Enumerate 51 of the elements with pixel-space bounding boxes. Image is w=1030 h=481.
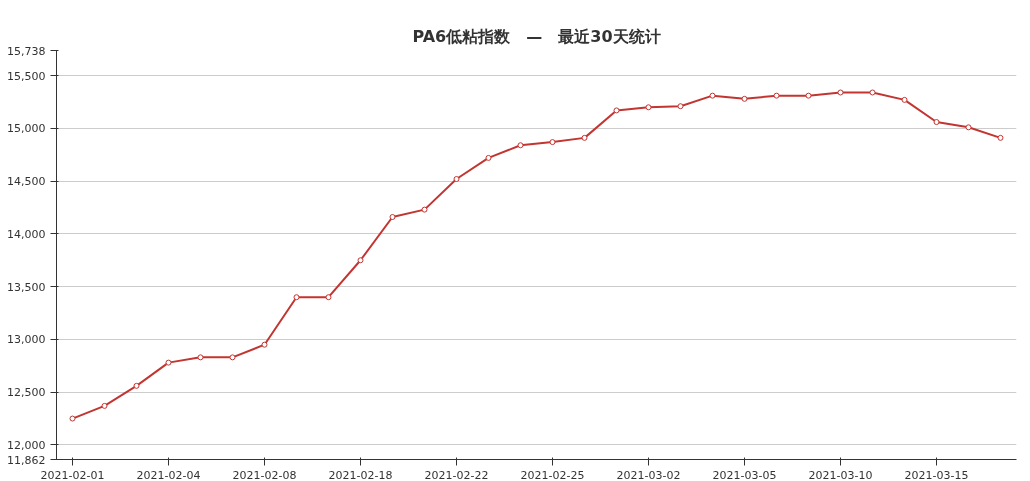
point xyxy=(901,96,908,103)
point xyxy=(965,124,972,131)
point xyxy=(69,415,76,422)
point xyxy=(229,354,236,361)
x-tick-label: 2021-03-15 xyxy=(904,468,969,481)
point xyxy=(869,89,876,96)
y-tick-label: 15,000 xyxy=(7,122,46,136)
y-tick-label: 15,738 xyxy=(7,44,46,58)
x-tick-label: 2021-03-10 xyxy=(808,468,873,481)
x-tick-label: 2021-03-02 xyxy=(616,468,681,481)
point xyxy=(837,89,844,96)
y-tick-label: 12,500 xyxy=(7,386,46,400)
x-tick-label: 2021-02-04 xyxy=(136,468,201,481)
point xyxy=(133,382,140,389)
y-tick-label: 13,000 xyxy=(7,333,46,347)
point xyxy=(933,119,940,126)
point xyxy=(357,257,364,264)
point xyxy=(645,104,652,111)
point xyxy=(421,206,428,213)
y-tick-label: 14,500 xyxy=(7,175,46,189)
x-tick-label: 2021-02-18 xyxy=(328,468,393,481)
x-tick-label: 2021-02-01 xyxy=(40,468,105,481)
point xyxy=(709,92,716,99)
point xyxy=(677,103,684,110)
point xyxy=(101,402,108,409)
point xyxy=(773,92,780,99)
y-tick-label: 13,500 xyxy=(7,280,46,294)
point xyxy=(325,294,332,301)
point xyxy=(741,95,748,102)
point xyxy=(805,92,812,99)
point xyxy=(389,214,396,221)
y-tick-label: 12,000 xyxy=(7,438,46,452)
point xyxy=(517,142,524,149)
chart-title: PA6低粘指数 — 最近30天统计 xyxy=(412,26,661,46)
point xyxy=(197,354,204,361)
y-tick-label: 14,000 xyxy=(7,227,46,241)
x-tick-label: 2021-03-05 xyxy=(712,468,777,481)
point xyxy=(293,294,300,301)
point xyxy=(997,134,1004,141)
point xyxy=(581,134,588,141)
point xyxy=(549,139,556,146)
y-tick-label: 15,500 xyxy=(7,69,46,83)
x-tick-label: 2021-02-08 xyxy=(232,468,297,481)
point xyxy=(453,176,460,183)
point xyxy=(613,107,620,114)
y-tick-label: 11,862 xyxy=(7,453,46,467)
point xyxy=(261,341,268,348)
x-tick-label: 2021-02-22 xyxy=(424,468,489,481)
point xyxy=(485,154,492,161)
point xyxy=(165,359,172,366)
x-tick-label: 2021-02-25 xyxy=(520,468,585,481)
